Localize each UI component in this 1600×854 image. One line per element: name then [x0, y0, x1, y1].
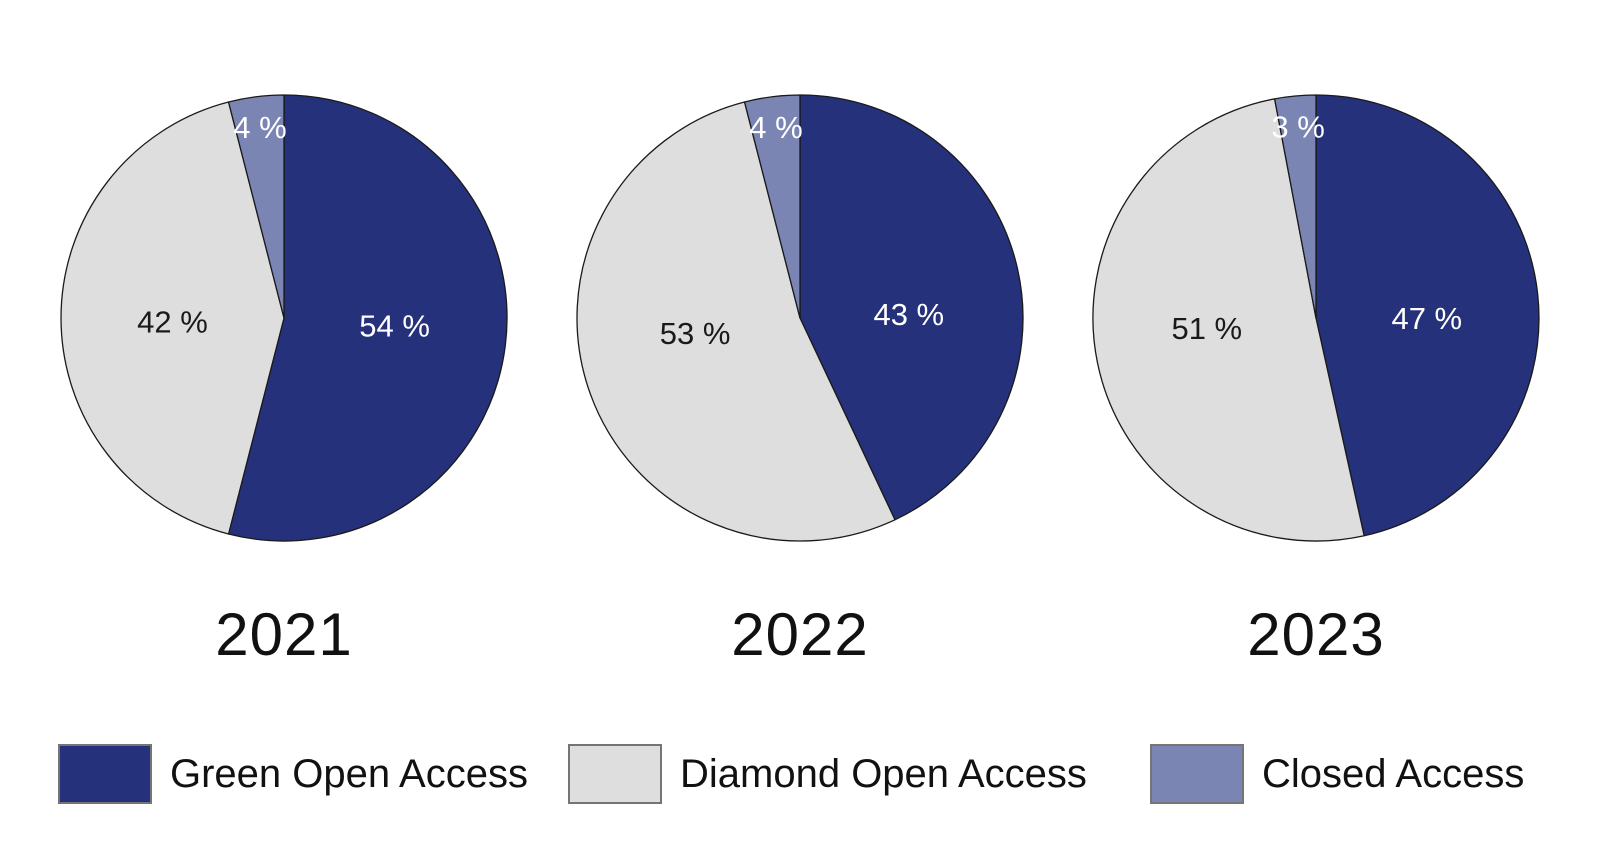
slice-percent-label: 4 % [749, 110, 802, 145]
slice-percent-label: 43 % [873, 297, 944, 332]
slice-percent-label: 54 % [359, 309, 430, 344]
legend-label-closed-access: Closed Access [1262, 752, 1525, 796]
legend-swatch-diamond-open-access [568, 744, 662, 804]
legend-swatch-green-open-access [58, 744, 152, 804]
pie-slice-diamond-open-access [60, 101, 285, 535]
pie-slice-diamond-open-access [1092, 98, 1365, 542]
legend-item-green-open-access: Green Open Access [58, 743, 528, 805]
slice-percent-label: 4 % [233, 110, 286, 145]
slice-percent-label: 3 % [1271, 110, 1324, 145]
pie-slice-green-open-access [227, 94, 508, 542]
pie-slice-diamond-open-access [576, 101, 896, 542]
slice-percent-label: 51 % [1171, 311, 1242, 346]
legend-item-diamond-open-access: Diamond Open Access [568, 743, 1087, 805]
legend-swatch-closed-access [1150, 744, 1244, 804]
year-label-2022: 2022 [731, 601, 869, 668]
pie-slice-closed-access [1273, 94, 1317, 319]
legend-label-green-open-access: Green Open Access [170, 752, 528, 796]
year-label-2021: 2021 [215, 601, 353, 668]
pie-slice-closed-access [743, 94, 801, 319]
legend-label-diamond-open-access: Diamond Open Access [680, 752, 1087, 796]
pie-slice-closed-access [227, 94, 285, 319]
year-label-2023: 2023 [1247, 601, 1385, 668]
slice-percent-label: 53 % [660, 316, 731, 351]
pie-chart-2022: 43 % 53 % 4 % [576, 94, 1024, 542]
pie-slice-green-open-access [799, 94, 1024, 521]
slice-percent-label: 47 % [1391, 301, 1462, 336]
pie-slice-green-open-access [1315, 94, 1540, 537]
slice-percent-label: 42 % [137, 305, 208, 340]
pie-chart-2023: 47 % 51 % 3 % [1092, 94, 1540, 542]
legend-item-closed-access: Closed Access [1150, 743, 1524, 805]
pie-chart-2021: 54 % 42 % 4 % [60, 94, 508, 542]
